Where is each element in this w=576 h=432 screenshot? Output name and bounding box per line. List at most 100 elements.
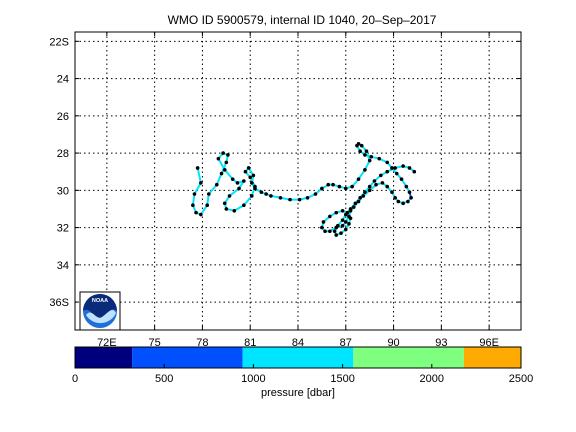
profile-point — [323, 229, 327, 234]
track-segment — [193, 182, 202, 195]
profile-point — [242, 203, 246, 208]
y-tick-label: 32 — [57, 223, 69, 235]
profile-point — [221, 151, 225, 155]
profile-point — [393, 195, 397, 200]
x-tick-label: 84 — [292, 337, 304, 349]
y-axis: 22S 24 26 28 30 32 34 36S — [49, 36, 521, 309]
profile-point — [199, 181, 203, 185]
profile-point — [336, 223, 340, 228]
profile-point — [361, 194, 366, 198]
profile-point — [264, 192, 268, 196]
profile-point — [222, 201, 227, 206]
noaa-logo-water — [86, 310, 116, 324]
x-tick-label: 90 — [387, 337, 399, 349]
profile-point — [348, 216, 353, 221]
x-tick-label: 81 — [244, 337, 256, 349]
profile-point — [399, 177, 404, 181]
profile-point — [385, 160, 390, 165]
profile-point — [297, 197, 302, 202]
profile-point — [230, 177, 235, 181]
profile-point — [278, 195, 283, 200]
profile-point — [369, 154, 374, 159]
profile-point — [248, 175, 253, 180]
colorbar-tick-label: 1000 — [241, 373, 265, 385]
profile-point — [380, 181, 385, 185]
x-tick-label: 87 — [340, 337, 352, 349]
profile-point — [326, 182, 331, 187]
profile-point — [363, 153, 367, 157]
profile-point — [367, 188, 372, 193]
track-segment — [243, 195, 253, 206]
profile-point — [343, 212, 348, 217]
profile-point — [385, 184, 390, 189]
profile-point — [334, 210, 339, 215]
y-tick-label: 22S — [49, 36, 69, 48]
x-tick-label: 75 — [149, 337, 161, 349]
profile-point — [340, 223, 345, 228]
colorbar-band — [463, 347, 521, 368]
track-segment — [217, 158, 226, 171]
profile-point — [409, 195, 413, 200]
profile-point — [358, 149, 362, 153]
x-axis: 72E 75 78 81 84 87 90 93 96E — [97, 32, 499, 349]
profile-point — [347, 222, 351, 226]
profile-point — [222, 168, 227, 172]
profile-point — [340, 209, 345, 213]
profile-point — [367, 158, 372, 163]
track-segment — [208, 184, 218, 195]
profile-point — [343, 186, 348, 191]
profile-point — [332, 229, 337, 234]
track-segment — [206, 193, 210, 206]
grid — [75, 32, 521, 330]
profile-point — [355, 143, 359, 148]
profile-point — [359, 143, 364, 148]
track-segment — [191, 193, 196, 206]
profile-point — [364, 149, 369, 153]
profile-point — [331, 182, 335, 187]
profile-point — [343, 220, 348, 224]
profile-point — [205, 203, 210, 208]
colorbar-band — [132, 347, 243, 368]
profile-point — [406, 199, 410, 204]
y-tick-label: 26 — [57, 111, 69, 123]
colorbar-tick-label: 500 — [155, 373, 173, 385]
profile-point — [396, 199, 401, 204]
profile-point — [358, 195, 362, 200]
noaa-logo-wave — [83, 294, 117, 318]
profile-point — [337, 184, 342, 189]
profile-point — [191, 203, 195, 208]
noaa-logo: NOAA — [79, 291, 121, 331]
y-tick-label: 28 — [57, 148, 69, 160]
profile-point — [321, 220, 326, 224]
profile-point — [194, 210, 198, 215]
colorbar-tick-label: 2000 — [420, 373, 444, 385]
profile-point — [224, 160, 229, 165]
y-tick-label: 36S — [49, 297, 69, 309]
profile-point — [351, 205, 356, 209]
profile-point — [259, 190, 264, 194]
profile-point — [377, 156, 382, 161]
profile-point — [363, 168, 367, 172]
profile-point — [227, 194, 232, 198]
profile-point — [232, 209, 237, 213]
profile-point — [394, 171, 399, 176]
profile-point — [407, 190, 412, 194]
profile-point — [401, 201, 405, 206]
profile-point — [219, 171, 224, 176]
colorbar: 0 500 1000 1500 2000 2500 pressure [dbar] — [72, 346, 533, 399]
profile-point — [379, 173, 383, 178]
profile-point — [192, 192, 197, 196]
profile-point — [237, 186, 241, 191]
profile-point — [207, 192, 211, 196]
profile-point — [313, 192, 318, 196]
colorbar-tick-label: 0 — [72, 373, 78, 385]
profile-point — [390, 190, 394, 194]
profile-point — [195, 166, 200, 170]
profile-point — [350, 184, 354, 189]
profile-point — [348, 207, 353, 211]
profile-point — [334, 233, 339, 237]
profile-point — [356, 199, 361, 204]
y-tick-label: 30 — [57, 185, 69, 197]
x-tick-label: 96E — [479, 337, 499, 349]
